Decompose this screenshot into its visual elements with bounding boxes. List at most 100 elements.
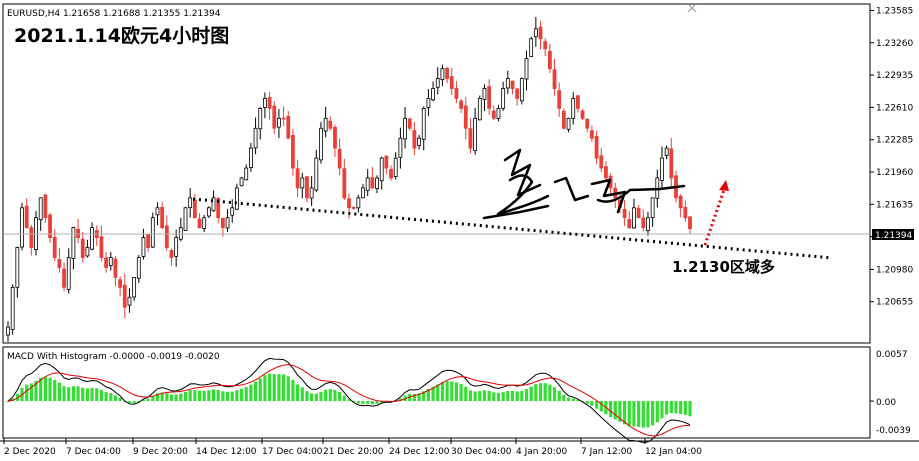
time-tick-label: 30 Dec 04:00 bbox=[451, 447, 512, 457]
chart-title: 2021.1.14欧元4小时图 bbox=[14, 24, 229, 47]
bull-candle bbox=[356, 197, 361, 209]
signature-icon bbox=[482, 148, 686, 220]
macd-histogram-bar bbox=[99, 389, 104, 402]
bear-candle bbox=[146, 234, 151, 248]
macd-histogram-bar bbox=[179, 393, 183, 402]
bear-candle bbox=[538, 26, 543, 40]
macd-histogram-bar bbox=[510, 390, 515, 402]
macd-histogram-bar bbox=[85, 388, 90, 402]
macd-histogram-bar bbox=[361, 401, 365, 405]
macd-histogram-bar bbox=[380, 401, 384, 403]
bear-candle bbox=[286, 115, 291, 139]
price-axis: 1.206551.209801.213101.216351.219601.222… bbox=[870, 6, 913, 308]
bear-candle bbox=[561, 110, 566, 129]
macd-histogram-bar bbox=[193, 389, 197, 402]
macd-histogram-bar bbox=[375, 401, 379, 404]
bear-candle bbox=[389, 168, 393, 179]
bear-candle bbox=[510, 80, 515, 89]
bear-candle bbox=[220, 217, 225, 229]
macd-histogram-bar bbox=[515, 391, 519, 402]
macd-histogram-bar bbox=[342, 395, 346, 402]
bull-candle bbox=[277, 117, 281, 128]
macd-histogram-bar bbox=[356, 401, 360, 404]
macd-histogram-bar bbox=[538, 383, 543, 402]
bear-candle bbox=[669, 148, 674, 179]
bull-candle bbox=[473, 117, 478, 152]
bull-candle bbox=[211, 197, 216, 212]
macd-histogram-bar bbox=[679, 401, 683, 414]
macd-histogram-bar bbox=[688, 401, 692, 417]
bear-candle bbox=[337, 148, 342, 169]
bull-candle bbox=[10, 286, 15, 330]
macd-histogram-bar bbox=[34, 380, 38, 402]
bear-candle bbox=[281, 117, 286, 120]
bull-candle bbox=[660, 157, 664, 181]
bull-candle bbox=[239, 177, 244, 187]
bull-candle bbox=[309, 187, 314, 199]
macd-histogram-bar bbox=[665, 401, 669, 415]
macd-histogram-bar bbox=[39, 377, 43, 402]
bear-candle bbox=[43, 194, 48, 219]
macd-histogram-bar bbox=[216, 389, 220, 402]
time-tick-label: 17 Dec 04:00 bbox=[262, 447, 323, 457]
bull-candle bbox=[375, 177, 379, 189]
bear-candle bbox=[328, 120, 333, 129]
bear-candle bbox=[57, 259, 62, 268]
macd-histogram-bar bbox=[506, 390, 510, 402]
bear-candle bbox=[445, 67, 449, 79]
macd-histogram-bar bbox=[422, 391, 426, 402]
macd-histogram-bar bbox=[338, 391, 342, 402]
bear-candle bbox=[291, 134, 295, 169]
macd-histogram-bar bbox=[487, 391, 491, 402]
arrow-head-icon bbox=[719, 180, 729, 191]
macd-histogram-bar bbox=[646, 401, 650, 428]
bear-candle bbox=[552, 69, 557, 89]
current-price-box bbox=[872, 229, 914, 240]
macd-histogram-bar bbox=[454, 382, 459, 402]
close-chart-icon[interactable] bbox=[687, 3, 697, 13]
bull-candle bbox=[244, 167, 249, 181]
bull-candle bbox=[108, 257, 113, 266]
bear-candle bbox=[575, 95, 580, 109]
macd-histogram-bar bbox=[6, 401, 10, 403]
macd-histogram-bar bbox=[562, 394, 566, 402]
rebound-arrow[interactable] bbox=[703, 186, 727, 246]
macd-histogram-bar bbox=[403, 395, 407, 402]
macd-histogram-bar bbox=[440, 382, 445, 402]
macd-histogram-bar bbox=[557, 390, 561, 402]
time-tick-label: 7 Dec 04:00 bbox=[66, 447, 121, 457]
macd-histogram-bar bbox=[207, 390, 211, 402]
bear-candle bbox=[24, 205, 29, 229]
macd-histogram-bar bbox=[57, 382, 61, 402]
bear-candle bbox=[463, 105, 468, 129]
support-trendline[interactable] bbox=[192, 197, 833, 260]
bull-candle bbox=[365, 177, 370, 191]
bull-candle bbox=[206, 207, 211, 217]
bull-candle bbox=[263, 98, 267, 108]
bear-candle bbox=[99, 236, 104, 258]
bull-candle bbox=[440, 68, 445, 80]
macd-histogram-bar bbox=[641, 401, 645, 428]
macd-histogram-bar bbox=[188, 390, 192, 402]
bear-candle bbox=[459, 100, 464, 109]
macd-histogram-bar bbox=[529, 386, 533, 402]
bear-candle bbox=[543, 41, 548, 50]
bear-candle bbox=[164, 225, 169, 248]
time-axis: 2 Dec 2020 7 Dec 04:00 9 Dec 20:00 14 Dec 1… bbox=[3, 438, 702, 457]
macd-histogram-bar bbox=[618, 401, 622, 422]
macd-histogram-bar bbox=[197, 390, 202, 402]
price-tick-label: 1.21960 bbox=[876, 168, 913, 178]
macd-histogram-bar bbox=[552, 387, 557, 402]
macd-histogram-bar bbox=[417, 393, 421, 402]
bull-candle bbox=[431, 88, 435, 101]
bull-candle bbox=[533, 28, 538, 38]
macd-histogram-bar bbox=[253, 381, 258, 402]
macd-histogram-bar bbox=[426, 388, 431, 402]
price-tick-label: 1.22610 bbox=[876, 103, 913, 113]
bear-candle bbox=[351, 206, 356, 209]
bear-candle bbox=[468, 128, 473, 149]
macd-histogram-bar bbox=[637, 401, 641, 427]
bear-candle bbox=[604, 166, 608, 179]
bull-candle bbox=[421, 107, 426, 140]
